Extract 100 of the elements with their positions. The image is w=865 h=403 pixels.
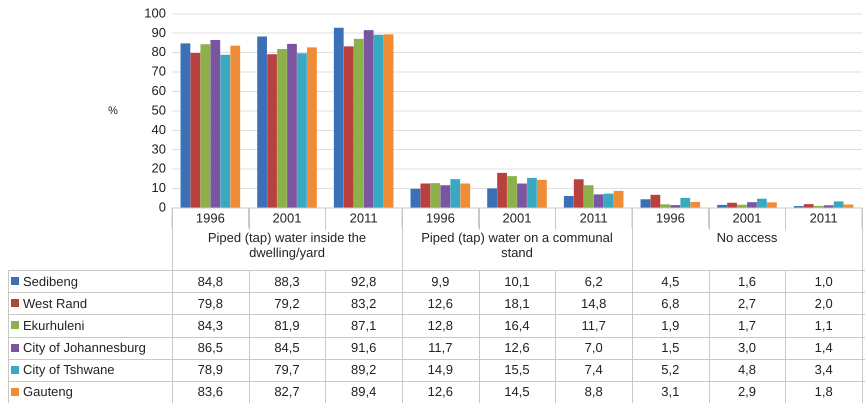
data-label: 87,1 [350, 316, 378, 335]
y-tick-label: 10 [152, 180, 166, 196]
data-label: 3,4 [814, 361, 834, 380]
bar [487, 188, 497, 208]
data-label: 89,4 [350, 383, 378, 402]
x-tick-label: 1996 [196, 210, 225, 226]
data-label: 1,7 [736, 316, 758, 335]
data-label: 4,5 [660, 272, 680, 291]
bar [690, 202, 700, 208]
data-label: 89,2 [350, 361, 378, 380]
x-tick-label: 2001 [272, 210, 302, 226]
data-label: 5,2 [660, 361, 680, 380]
data-label: 12,6 [426, 294, 454, 313]
bar [517, 184, 527, 208]
bar [727, 202, 737, 208]
data-label: 2,9 [736, 383, 758, 402]
x-tick-label: 2011 [350, 210, 378, 226]
bar [440, 185, 450, 208]
data-label: 1,0 [814, 272, 834, 291]
y-tick-label: 50 [152, 102, 166, 118]
data-label: 6,2 [584, 272, 604, 291]
data-label: 12,6 [503, 339, 531, 358]
data-label: 92,8 [350, 272, 378, 291]
text: Piped (tap) water on a communal stand [420, 230, 614, 262]
data-label: 1,9 [660, 316, 680, 335]
data-label: 1,6 [736, 272, 758, 291]
data-label: 4,8 [736, 361, 758, 380]
x-tick-label: 2011 [810, 210, 838, 226]
data-label: 83,6 [196, 383, 224, 402]
data-label: 81,9 [273, 316, 301, 335]
data-label: 83,2 [350, 294, 378, 313]
bar [374, 34, 384, 208]
bar [650, 194, 660, 208]
data-label: 12,6 [426, 383, 454, 402]
bar [680, 198, 690, 208]
bar [410, 188, 420, 208]
bar [257, 36, 267, 208]
bar [460, 184, 470, 208]
bar [844, 204, 854, 208]
text: Piped (tap) water inside the dwelling/yard [206, 230, 368, 262]
y-tick-label: 100 [144, 5, 166, 20]
bar [277, 48, 287, 208]
data-label: 10,1 [503, 272, 531, 291]
bar [767, 202, 777, 208]
bar [297, 53, 307, 208]
bar [594, 194, 604, 208]
data-label: 91,6 [350, 339, 378, 358]
data-label: 8,8 [584, 383, 604, 402]
bar [180, 43, 190, 208]
data-label: 7,0 [584, 339, 604, 358]
bar [537, 180, 547, 208]
bar [747, 202, 757, 208]
bar [384, 34, 394, 208]
data-label: 3,0 [736, 339, 758, 358]
y-tick-label: 30 [152, 141, 166, 156]
y-tick-label: 80 [152, 44, 166, 60]
data-label: 2,0 [814, 294, 834, 313]
data-label: 1,4 [814, 339, 834, 358]
data-label: 15,5 [503, 361, 531, 380]
data-label: 3,1 [660, 383, 680, 402]
data-label: 1,8 [814, 383, 834, 402]
bar [660, 204, 670, 208]
bar [230, 46, 240, 208]
data-label: 14,8 [580, 294, 608, 313]
bar [604, 194, 614, 208]
bar [210, 40, 220, 208]
bar [507, 176, 517, 208]
bar [200, 44, 210, 208]
bar [804, 204, 814, 208]
bar [354, 38, 364, 208]
y-tick-label: 70 [152, 64, 166, 79]
x-tick-label: 2001 [502, 210, 532, 226]
legend-label: West Rand [22, 294, 88, 313]
data-label: 18,1 [503, 294, 531, 313]
bar [717, 204, 727, 208]
x-tick-label: 1996 [656, 210, 685, 226]
data-label: 14,5 [503, 383, 531, 402]
data-label: 86,5 [196, 339, 224, 358]
y-tick-label: 0 [158, 200, 166, 215]
data-label: 78,9 [196, 361, 224, 380]
data-label: 88,3 [273, 272, 301, 291]
data-label: 9,9 [430, 272, 450, 291]
bar [574, 179, 584, 208]
x-tick-label: 1996 [426, 210, 455, 226]
data-label: 79,7 [273, 361, 301, 380]
data-label: 84,5 [273, 339, 301, 358]
x-tick-label: 2011 [580, 210, 608, 226]
data-label: 11,7 [427, 339, 454, 358]
y-tick-label: 90 [152, 24, 166, 40]
y-axis-title: % [108, 104, 118, 117]
data-label: 82,7 [273, 383, 301, 402]
y-tick-label: 60 [152, 83, 166, 98]
data-label: 79,2 [273, 294, 301, 313]
legend-label: Gauteng [22, 383, 74, 402]
data-label: 11,7 [580, 316, 607, 335]
bar [737, 204, 747, 208]
bar [307, 47, 317, 208]
legend-label: City of Tshwane [22, 361, 116, 380]
bar [430, 183, 440, 208]
legend-label: Sedibeng [22, 272, 79, 291]
